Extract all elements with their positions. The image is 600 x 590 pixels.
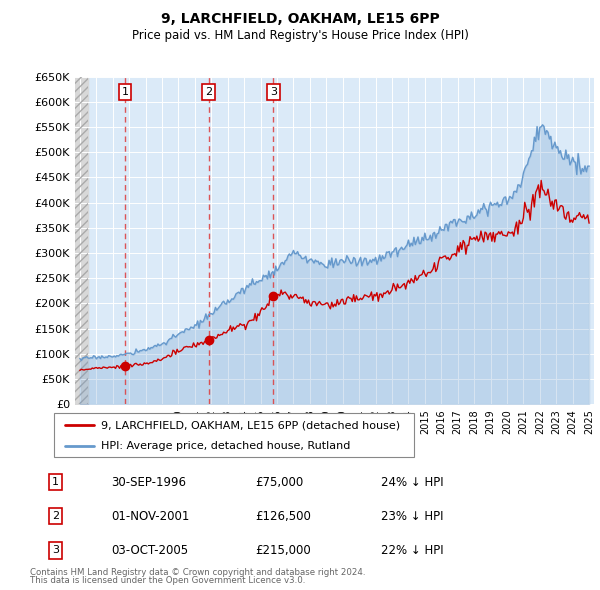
Text: 3: 3	[270, 87, 277, 97]
Text: 22% ↓ HPI: 22% ↓ HPI	[381, 544, 443, 557]
Text: 24% ↓ HPI: 24% ↓ HPI	[381, 476, 443, 489]
Text: 2: 2	[205, 87, 212, 97]
Text: £75,000: £75,000	[255, 476, 303, 489]
FancyBboxPatch shape	[54, 413, 414, 457]
Text: 30-SEP-1996: 30-SEP-1996	[111, 476, 186, 489]
Text: 23% ↓ HPI: 23% ↓ HPI	[381, 510, 443, 523]
Text: HPI: Average price, detached house, Rutland: HPI: Average price, detached house, Rutl…	[101, 441, 350, 451]
Text: 2: 2	[52, 512, 59, 521]
Text: 9, LARCHFIELD, OAKHAM, LE15 6PP (detached house): 9, LARCHFIELD, OAKHAM, LE15 6PP (detache…	[101, 421, 400, 430]
Text: £215,000: £215,000	[255, 544, 311, 557]
Text: 03-OCT-2005: 03-OCT-2005	[111, 544, 188, 557]
Text: 3: 3	[52, 546, 59, 555]
Text: Contains HM Land Registry data © Crown copyright and database right 2024.: Contains HM Land Registry data © Crown c…	[30, 568, 365, 577]
Text: Price paid vs. HM Land Registry's House Price Index (HPI): Price paid vs. HM Land Registry's House …	[131, 30, 469, 42]
Text: This data is licensed under the Open Government Licence v3.0.: This data is licensed under the Open Gov…	[30, 576, 305, 585]
Text: £126,500: £126,500	[255, 510, 311, 523]
Text: 01-NOV-2001: 01-NOV-2001	[111, 510, 190, 523]
Text: 1: 1	[122, 87, 128, 97]
Bar	[75, 77, 88, 404]
Text: 9, LARCHFIELD, OAKHAM, LE15 6PP: 9, LARCHFIELD, OAKHAM, LE15 6PP	[161, 12, 439, 26]
Text: 1: 1	[52, 477, 59, 487]
